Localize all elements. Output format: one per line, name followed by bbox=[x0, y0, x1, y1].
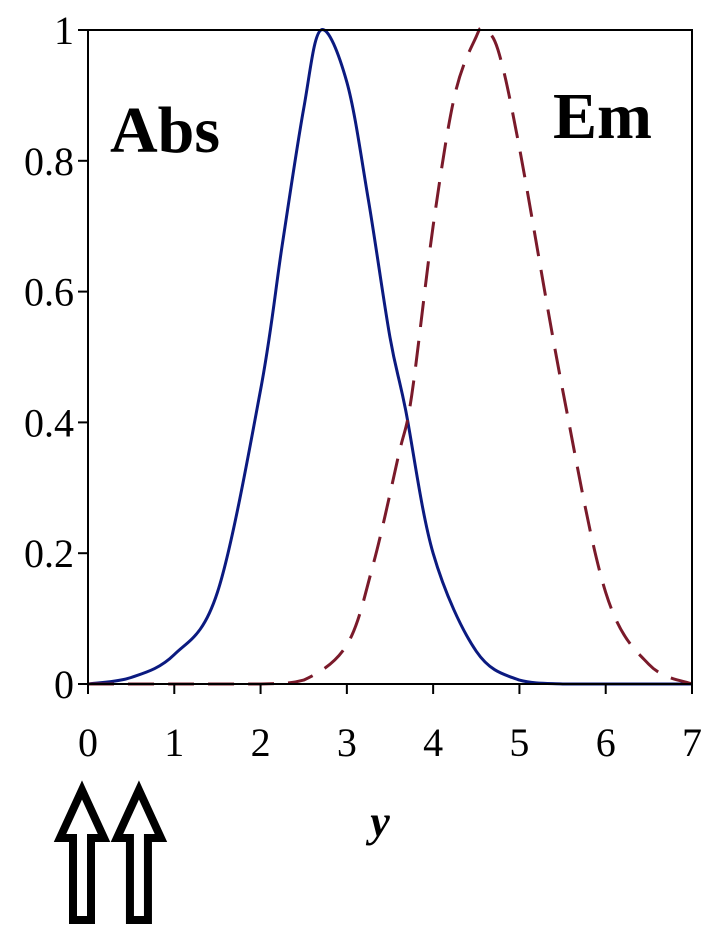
x-tick-label: 7 bbox=[682, 720, 702, 765]
x-tick-label: 0 bbox=[78, 720, 98, 765]
series-line-0 bbox=[87, 28, 692, 686]
y-tick-label: 0.8 bbox=[24, 139, 74, 184]
x-axis-label: y bbox=[365, 797, 390, 846]
annotation-abs: Abs bbox=[110, 94, 220, 167]
y-tick-label: 0.6 bbox=[24, 270, 74, 315]
plot-frame bbox=[87, 29, 693, 685]
x-tick-label: 1 bbox=[164, 720, 184, 765]
x-tick-label: 5 bbox=[509, 720, 529, 765]
x-tick-label: 4 bbox=[423, 720, 443, 765]
series-line-1 bbox=[87, 26, 693, 686]
x-tick-label: 3 bbox=[337, 720, 357, 765]
y-tick-label: 0.2 bbox=[24, 531, 74, 576]
y-tick-label: 1 bbox=[54, 8, 74, 53]
y-tick-label: 0.4 bbox=[24, 400, 74, 445]
x-tick-label: 6 bbox=[596, 720, 616, 765]
y-tick-label: 0 bbox=[54, 662, 74, 707]
up-arrow-marker-1 bbox=[110, 780, 168, 924]
x-tick-label: 2 bbox=[251, 720, 271, 765]
annotation-em: Em bbox=[553, 80, 652, 153]
up-arrow-marker-0 bbox=[53, 780, 111, 924]
